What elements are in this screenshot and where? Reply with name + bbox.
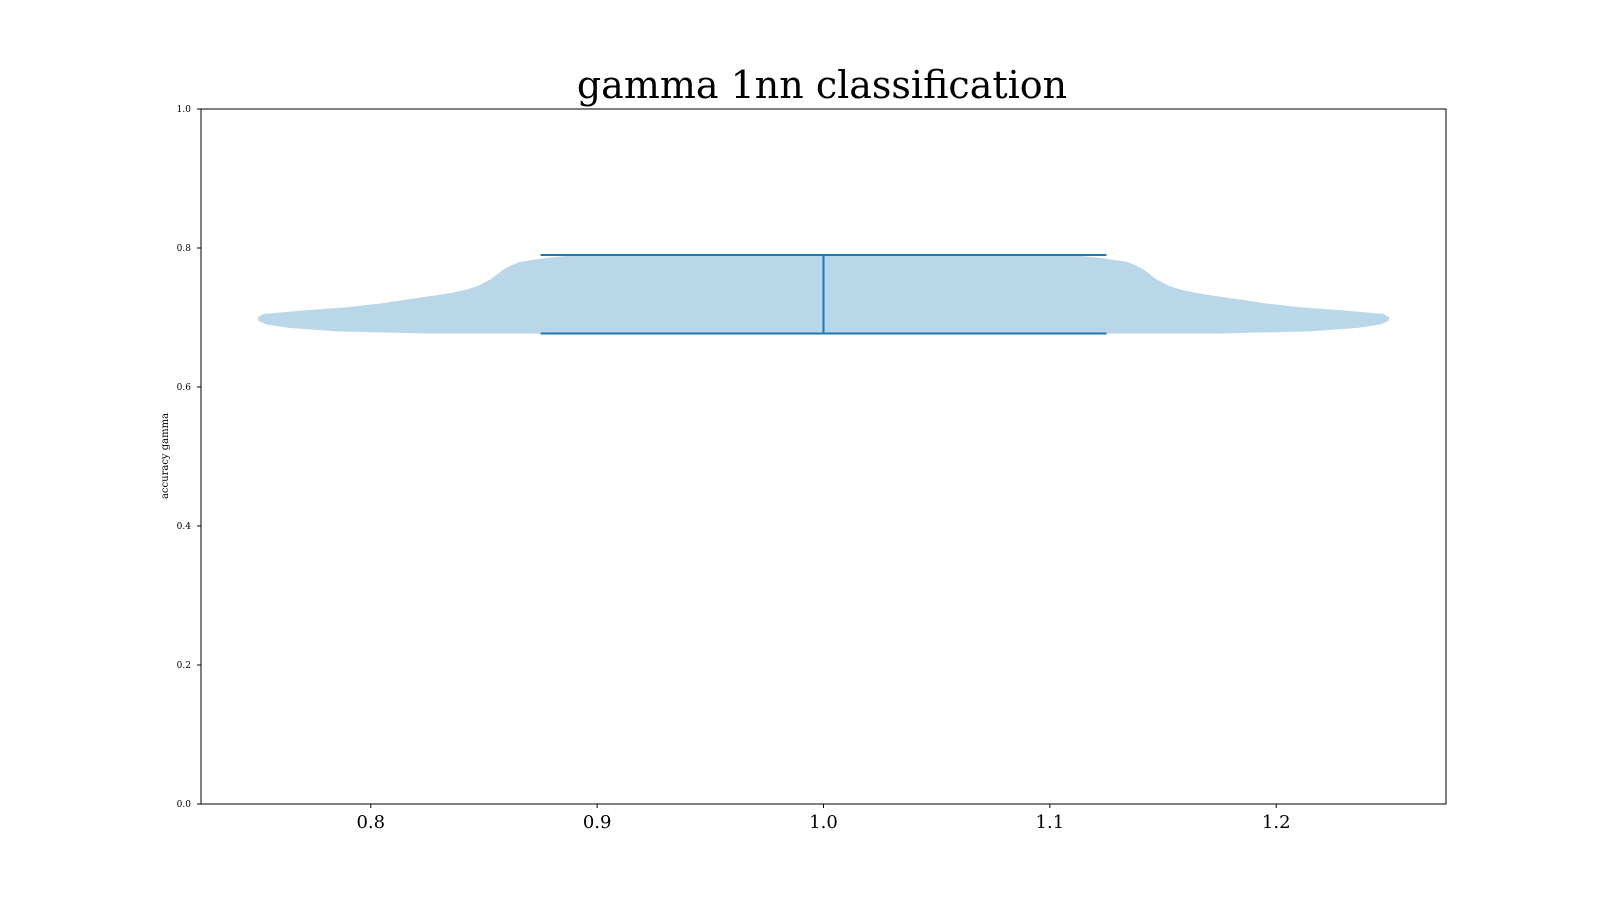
y-tick-label: 0.4: [177, 522, 192, 532]
y-tick-label: 0.2: [177, 661, 191, 671]
plot-area: [257, 253, 1390, 335]
x-tick-label: 1.0: [809, 812, 838, 833]
y-axis-ticks: 0.0 0.2 0.4 0.6 0.8 1.0: [177, 105, 201, 810]
x-tick-label: 0.9: [583, 812, 612, 833]
x-axis-ticks: 0.8 0.9 1.0 1.1 1.2: [356, 804, 1291, 833]
y-tick-label: 1.0: [177, 105, 192, 115]
y-tick-label: 0.6: [177, 383, 192, 393]
y-tick-label: 0.0: [177, 800, 192, 810]
y-tick-label: 0.8: [177, 244, 192, 254]
x-tick-label: 1.2: [1262, 812, 1291, 833]
x-tick-label: 0.8: [356, 812, 385, 833]
chart-title: gamma 1nn classification: [577, 63, 1067, 107]
y-axis-label: accuracy gamma: [160, 413, 171, 499]
x-tick-label: 1.1: [1036, 812, 1065, 833]
